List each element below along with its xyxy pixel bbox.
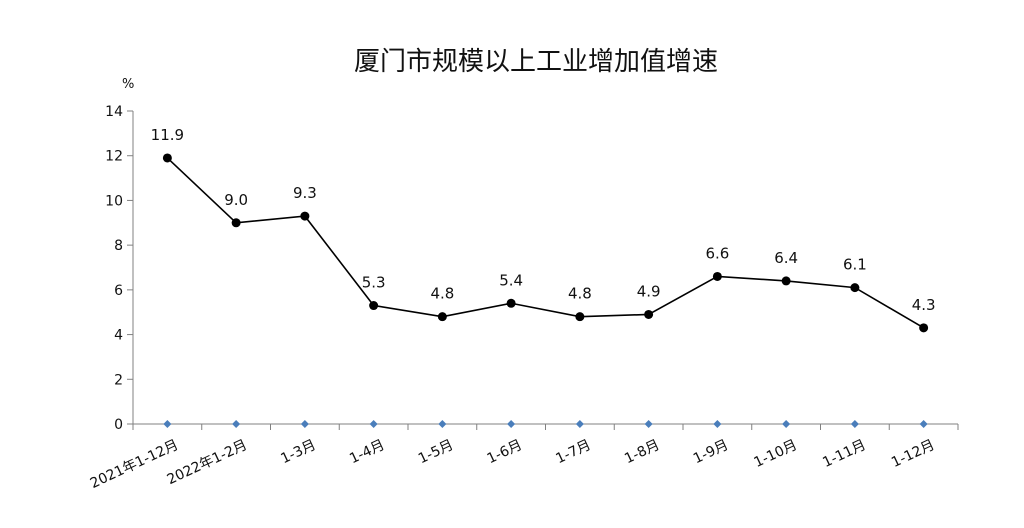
y-tick-label: 6 [114, 283, 123, 299]
data-label: 9.3 [293, 184, 317, 202]
baseline-diamond-marker [369, 420, 378, 428]
data-label: 11.9 [151, 126, 184, 144]
x-tick-label: 1-9月 [691, 437, 731, 467]
data-point [369, 301, 379, 311]
x-tick-label: 1-8月 [622, 437, 662, 467]
baseline-diamond-marker [850, 420, 859, 428]
baseline-diamond-marker [713, 420, 722, 428]
data-point [781, 276, 791, 286]
data-point [850, 283, 860, 293]
y-tick-label: 10 [105, 193, 123, 209]
series-line [166, 157, 925, 329]
x-tick-label: 1-6月 [485, 437, 525, 467]
y-tick-label: 0 [114, 417, 123, 433]
x-tick-label: 1-4月 [347, 437, 387, 467]
chart-title: 厦门市规模以上工业增加值增速 [354, 47, 718, 77]
data-label: 6.1 [843, 256, 867, 274]
x-tick-label: 1-10月 [752, 437, 800, 471]
baseline-diamond-marker [163, 420, 172, 428]
data-point [712, 271, 722, 281]
data-label: 5.3 [362, 274, 386, 292]
data-point [644, 309, 654, 319]
x-tick-label: 1-12月 [889, 437, 937, 471]
baseline-diamond-marker [919, 420, 928, 428]
x-tick-label: 1-3月 [278, 437, 318, 467]
baseline-diamond-marker [644, 420, 653, 428]
data-label: 4.3 [912, 296, 936, 314]
baseline-diamond-marker [232, 420, 241, 428]
data-label: 6.4 [774, 249, 798, 267]
y-tick-label: 4 [114, 328, 123, 344]
data-label: 4.9 [637, 282, 661, 300]
y-tick-label: 12 [105, 149, 123, 165]
baseline-diamond-marker [507, 420, 516, 428]
baseline-diamond-marker [300, 420, 309, 428]
data-point [437, 312, 447, 322]
data-point [506, 298, 516, 308]
x-tick-label: 2021年1-12月 [88, 437, 181, 492]
data-point [231, 218, 241, 228]
axes [132, 111, 958, 425]
data-label: 9.0 [224, 191, 248, 209]
y-tick-label: 14 [105, 104, 123, 120]
baseline-diamond-marker [782, 420, 791, 428]
x-tick-label: 1-5月 [416, 437, 456, 467]
data-point [162, 153, 172, 163]
y-axis-ticks: 0 2 4 6 8 10 12 14 [105, 104, 133, 433]
y-tick-label: 2 [114, 372, 123, 388]
data-labels-layer: 11.9 9.0 9.3 5.3 4.8 5.4 4.8 4.9 6.6 6.4 6.1 4.3 [151, 126, 936, 314]
y-tick-label: 8 [114, 238, 123, 254]
data-point [575, 312, 585, 322]
series-layer [162, 153, 929, 428]
data-label: 4.8 [430, 285, 454, 303]
baseline-diamond-marker [438, 420, 447, 428]
data-point [919, 323, 929, 333]
x-tick-label: 1-11月 [820, 437, 868, 471]
data-label: 5.4 [499, 271, 523, 289]
data-label: 4.8 [568, 285, 592, 303]
data-point [300, 211, 310, 221]
baseline-diamond-marker [575, 420, 584, 428]
data-label: 6.6 [705, 244, 729, 262]
x-tick-label: 1-7月 [553, 437, 593, 467]
y-axis-unit: % [122, 77, 134, 92]
